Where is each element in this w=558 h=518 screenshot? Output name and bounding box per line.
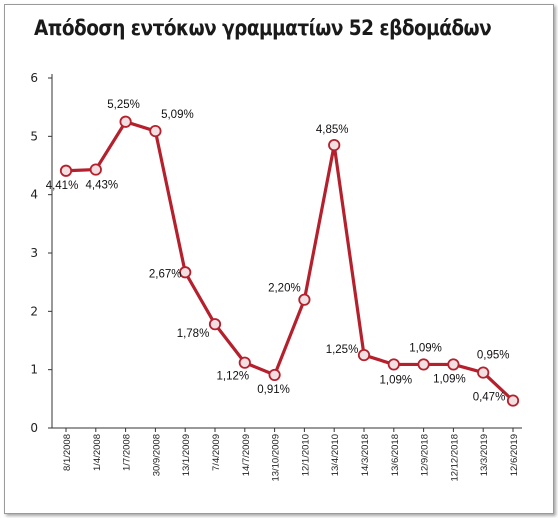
- data-label: 1,78%: [177, 328, 210, 340]
- data-point: [238, 356, 251, 369]
- x-tick-label: 8/1/2008: [62, 434, 73, 471]
- data-label: 0,95%: [477, 350, 510, 362]
- data-point: [268, 368, 281, 382]
- x-tick-label: 30/9/2008: [151, 434, 162, 476]
- data-label: 1,09%: [379, 374, 412, 386]
- data-point: [328, 138, 341, 152]
- data-label: 2,20%: [268, 283, 301, 295]
- data-point: [208, 318, 222, 331]
- x-tick-label: 12/6/2019: [509, 434, 520, 476]
- y-tick-label: 4: [30, 188, 38, 202]
- data-label: 4,43%: [85, 180, 118, 192]
- x-tick-label: 13/10/2009: [271, 434, 282, 482]
- series-line: [64, 120, 515, 403]
- x-tick-label: 14/7/2009: [241, 434, 252, 476]
- data-point: [417, 358, 430, 371]
- y-tick-label: 3: [30, 246, 38, 260]
- data-label: 1,25%: [326, 344, 359, 356]
- data-label: 1,09%: [409, 342, 442, 354]
- x-tick-label: 7/4/2009: [211, 434, 222, 471]
- data-label: 0,91%: [257, 384, 290, 396]
- x-tick-label: 13/6/2018: [390, 434, 401, 476]
- y-tick-label: 2: [30, 304, 38, 318]
- x-tick-label: 12/9/2018: [420, 434, 431, 476]
- data-point: [119, 115, 132, 128]
- y-tick-label: 1: [30, 363, 38, 377]
- data-point: [149, 124, 162, 138]
- x-tick-label: 12/1/2010: [300, 434, 311, 476]
- data-point: [59, 164, 73, 177]
- data-label: 1,12%: [216, 371, 249, 383]
- y-tick-label: 5: [30, 129, 38, 143]
- x-tick-label: 13/1/2009: [181, 434, 192, 476]
- data-point: [357, 348, 371, 362]
- data-point: [89, 163, 102, 176]
- data-point: [298, 293, 311, 306]
- data-label: 0,47%: [473, 392, 506, 404]
- x-tick-label: 1/4/2008: [92, 434, 103, 471]
- x-tick-label: 14/3/2018: [360, 434, 371, 476]
- y-tick-label: 6: [30, 71, 38, 85]
- x-tick-label: 13/4/2010: [330, 434, 341, 476]
- data-point: [447, 358, 460, 371]
- data-label: 5,25%: [107, 99, 140, 111]
- data-label: 2,67%: [149, 268, 182, 280]
- data-label: 5,09%: [161, 109, 194, 121]
- data-label: 4,85%: [316, 124, 349, 136]
- data-point: [387, 358, 400, 371]
- x-tick-label: 12/12/2018: [449, 434, 460, 482]
- chart-title: Απόδοση εντόκων γραμματίων 52 εβδομάδων: [34, 16, 492, 40]
- data-point: [179, 266, 192, 279]
- y-tick-label: 0: [30, 421, 38, 435]
- data-label: 4,41%: [46, 180, 79, 192]
- x-tick-label: 13/3/2019: [479, 434, 490, 476]
- data-point: [477, 366, 490, 379]
- x-tick-label: 1/7/2008: [122, 434, 133, 471]
- data-point: [506, 394, 520, 407]
- data-label: 1,09%: [433, 373, 466, 385]
